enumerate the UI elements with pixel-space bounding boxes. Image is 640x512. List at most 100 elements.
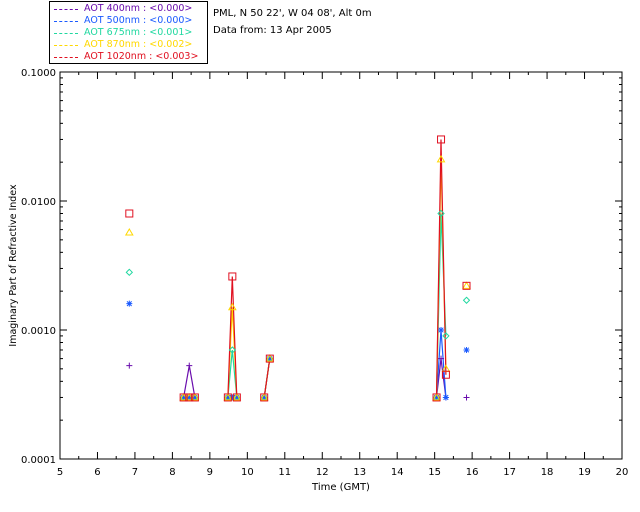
triangle-marker (259, 392, 269, 401)
triangle-marker (227, 302, 237, 311)
x-tick-label: 5 (57, 467, 63, 478)
legend-item: AOT 400nm : <0.000> (52, 3, 202, 15)
asterisk-marker (433, 394, 440, 401)
square-marker (441, 370, 450, 379)
data-point-1 (261, 394, 268, 401)
legend-swatch (54, 9, 78, 10)
data-point-4 (462, 281, 471, 290)
x-axis-label: Time (GMT) (311, 482, 370, 493)
y-tick-label: 0.1000 (21, 68, 56, 79)
asterisk-marker (186, 394, 193, 401)
legend-swatch (54, 21, 78, 22)
asterisk-marker (224, 394, 231, 401)
x-tick-label: 9 (207, 467, 213, 478)
data-point-1 (442, 394, 449, 401)
diamond-marker (437, 209, 445, 218)
square-marker (179, 393, 188, 402)
asterisk-marker (233, 394, 240, 401)
data-point-3 (232, 392, 242, 401)
data-point-1 (186, 394, 193, 401)
x-tick-label: 20 (616, 467, 629, 478)
data-point-4 (223, 393, 232, 402)
data-point-2 (442, 332, 450, 340)
data-point-1 (463, 346, 470, 353)
square-marker (265, 354, 274, 363)
x-tick-label: 19 (578, 467, 591, 478)
legend-item: AOT 500nm : <0.000> (52, 15, 202, 27)
square-marker (190, 393, 199, 402)
x-tick-label: 18 (541, 467, 554, 478)
triangle-marker (265, 354, 275, 362)
x-tick-label: 12 (316, 467, 329, 478)
data-point-3 (265, 354, 275, 362)
y-tick-label: 0.0010 (21, 326, 56, 337)
data-point-1 (126, 300, 133, 307)
triangle-marker (462, 281, 471, 289)
plus-marker (126, 362, 133, 369)
data-point-3 (462, 281, 471, 289)
asterisk-marker (180, 394, 187, 401)
data-point-3 (432, 392, 441, 401)
series-line-4 (263, 358, 271, 398)
x-tick-label: 6 (94, 467, 100, 478)
data-point-4 (441, 370, 450, 379)
legend-label: AOT 500nm : <0.000> (84, 15, 193, 26)
data-point-0 (126, 362, 133, 369)
asterisk-marker (463, 346, 470, 353)
data-point-4 (265, 354, 274, 363)
legend-label: AOT 1020nm : <0.003> (84, 51, 199, 62)
data-point-2 (125, 268, 134, 277)
asterisk-marker (126, 300, 133, 307)
data-point-0 (438, 355, 445, 362)
asterisk-marker (261, 394, 268, 401)
data-point-4 (260, 393, 269, 402)
y-tick-label: 0.0100 (21, 197, 56, 208)
triangle-marker (436, 154, 446, 163)
data-point-0 (186, 362, 193, 369)
x-tick-label: 17 (503, 467, 516, 478)
legend-swatch (54, 57, 78, 58)
data-point-3 (259, 392, 269, 401)
square-marker (185, 393, 194, 402)
data-point-1 (266, 355, 273, 362)
plot-frame (59, 71, 623, 460)
data-point-4 (179, 393, 188, 402)
data-point-4 (437, 135, 446, 144)
data-point-1 (224, 394, 231, 401)
data-point-2 (228, 346, 237, 354)
square-marker (432, 393, 441, 402)
square-marker (232, 393, 241, 402)
x-tick-label: 13 (353, 467, 366, 478)
asterisk-marker (438, 327, 445, 333)
x-tick-label: 7 (132, 467, 138, 478)
square-marker (462, 281, 471, 290)
data-point-3 (436, 154, 446, 163)
data-point-1 (233, 394, 240, 401)
y-tick-label: 0.0001 (21, 455, 56, 466)
diamond-marker (125, 268, 134, 277)
series-line-4 (435, 139, 447, 398)
data-point-3 (124, 227, 134, 236)
data-point-4 (432, 393, 441, 402)
legend: AOT 400nm : <0.000> AOT 500nm : <0.000> AO… (49, 1, 208, 64)
data-point-3 (227, 302, 237, 311)
date-text: Data from: 13 Apr 2005 (213, 25, 332, 36)
data-point-4 (228, 272, 237, 281)
data-point-2 (462, 296, 471, 304)
plus-marker (463, 394, 470, 401)
data-point-4 (185, 393, 194, 402)
x-tick-label: 14 (391, 467, 404, 478)
square-marker (223, 393, 232, 402)
data-point-2 (437, 209, 445, 218)
asterisk-marker (266, 355, 273, 362)
x-tick-label: 15 (428, 467, 441, 478)
legend-label: AOT 400nm : <0.000> (84, 3, 193, 14)
legend-label: AOT 870nm : <0.002> (84, 39, 193, 50)
triangle-marker (223, 392, 233, 401)
data-point-1 (438, 327, 445, 333)
plus-marker (438, 355, 445, 362)
diamond-marker (228, 346, 237, 354)
asterisk-marker (229, 394, 236, 401)
diamond-marker (462, 296, 471, 304)
triangle-marker (432, 392, 441, 401)
